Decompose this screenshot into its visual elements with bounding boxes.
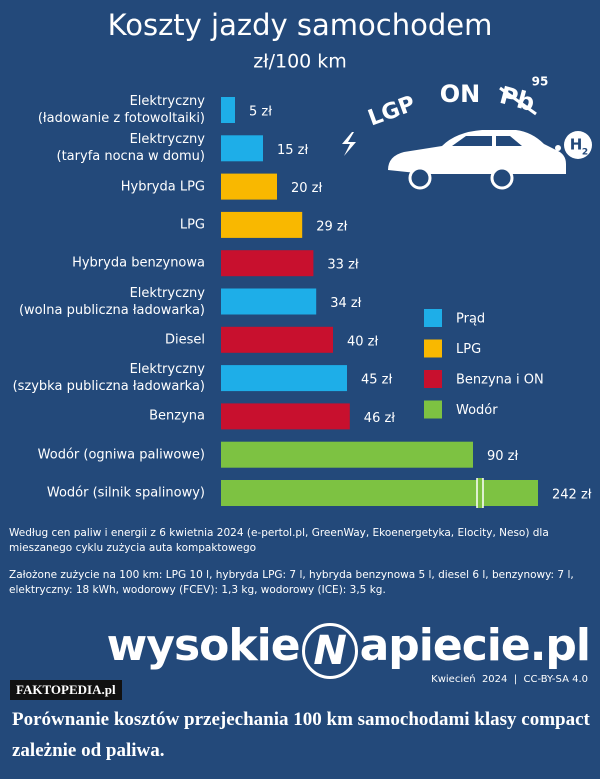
bar — [221, 365, 347, 392]
y-tick-label: Wodór (ogniwa paliwowe) — [37, 447, 205, 463]
y-tick-label: Hybryda benzynowa — [72, 255, 205, 271]
value-label: 242 zł — [552, 488, 592, 503]
chart-subtitle: zł/100 km — [253, 51, 347, 73]
car-body — [388, 130, 566, 174]
y-tick-label: Diesel — [164, 332, 205, 348]
bar — [221, 97, 235, 123]
value-label: 5 zł — [249, 105, 272, 120]
annotation: ON — [440, 80, 481, 108]
annotation: 2 — [582, 148, 588, 158]
annotation: LGP — [365, 92, 419, 132]
lightning — [342, 132, 356, 156]
wheel — [408, 166, 432, 190]
annotation: 95 — [532, 75, 549, 89]
y-tick-label: Elektryczny (szybka publiczna ładowarka) — [12, 362, 205, 395]
legend-label: Prąd — [456, 312, 485, 327]
logo-text: apiecie.pl — [359, 620, 591, 671]
y-tick-label: Wodór (silnik spalinowy) — [46, 485, 205, 501]
axis-break — [477, 478, 483, 508]
value-label: 29 zł — [316, 219, 347, 234]
legend-swatch — [424, 309, 442, 327]
bubble — [549, 150, 553, 154]
y-tick-label: LPG — [179, 217, 205, 233]
legend-label: LPG — [456, 342, 481, 357]
bar — [221, 441, 473, 468]
car-window — [452, 136, 522, 146]
y-tick-label: Elektryczny (wolna publiczna ładowarka) — [18, 285, 205, 318]
legend-label: Wodór — [456, 403, 498, 418]
chart-title: Koszty jazdy samochodem — [108, 8, 493, 42]
caption: Porównanie kosztów przejechania 100 km s… — [12, 709, 590, 761]
car-illustration — [342, 130, 592, 190]
legend-swatch — [424, 370, 442, 388]
value-label: 34 zł — [330, 296, 361, 311]
value-label: 15 zł — [277, 143, 308, 158]
annotation: H — [570, 136, 583, 154]
footer: Kwiecień 2024 | CC-BY-SA 4.0 — [431, 674, 588, 685]
wheel — [490, 166, 514, 190]
value-label: 46 zł — [364, 411, 395, 426]
logo-text: wysokie — [106, 620, 301, 671]
value-label: 20 zł — [291, 181, 322, 196]
value-label: 45 zł — [361, 373, 392, 388]
legend-swatch — [424, 339, 442, 358]
bar — [221, 288, 317, 315]
bar — [221, 403, 350, 430]
y-tick-label: Elektryczny (taryfa nocna w domu) — [56, 132, 205, 165]
watermark: FAKTOPEDIA.pl — [10, 680, 122, 700]
bar — [221, 135, 263, 162]
legend-label: Benzyna i ON — [456, 373, 544, 388]
bar — [221, 250, 314, 277]
note: Założone zużycie na 100 km: LPG 10 l, hy… — [9, 569, 574, 596]
value-label: 90 zł — [487, 449, 518, 464]
value-label: 40 zł — [347, 334, 378, 349]
bubble — [555, 145, 561, 151]
bar — [221, 211, 303, 238]
legend-swatch — [424, 400, 442, 419]
bar — [221, 480, 538, 506]
y-tick-label: Benzyna — [149, 408, 205, 424]
note: Według cen paliw i energii z 6 kwietnia … — [9, 527, 549, 554]
h2-bubble — [564, 131, 592, 159]
bar — [221, 326, 333, 353]
y-tick-label: Elektryczny (ładowanie z fotowoltaiki) — [37, 94, 205, 126]
logo-mark: N — [301, 623, 358, 679]
strike — [499, 86, 537, 116]
bar — [221, 173, 277, 200]
y-tick-label: Hybryda LPG — [120, 179, 205, 195]
value-label: 33 zł — [327, 258, 358, 273]
